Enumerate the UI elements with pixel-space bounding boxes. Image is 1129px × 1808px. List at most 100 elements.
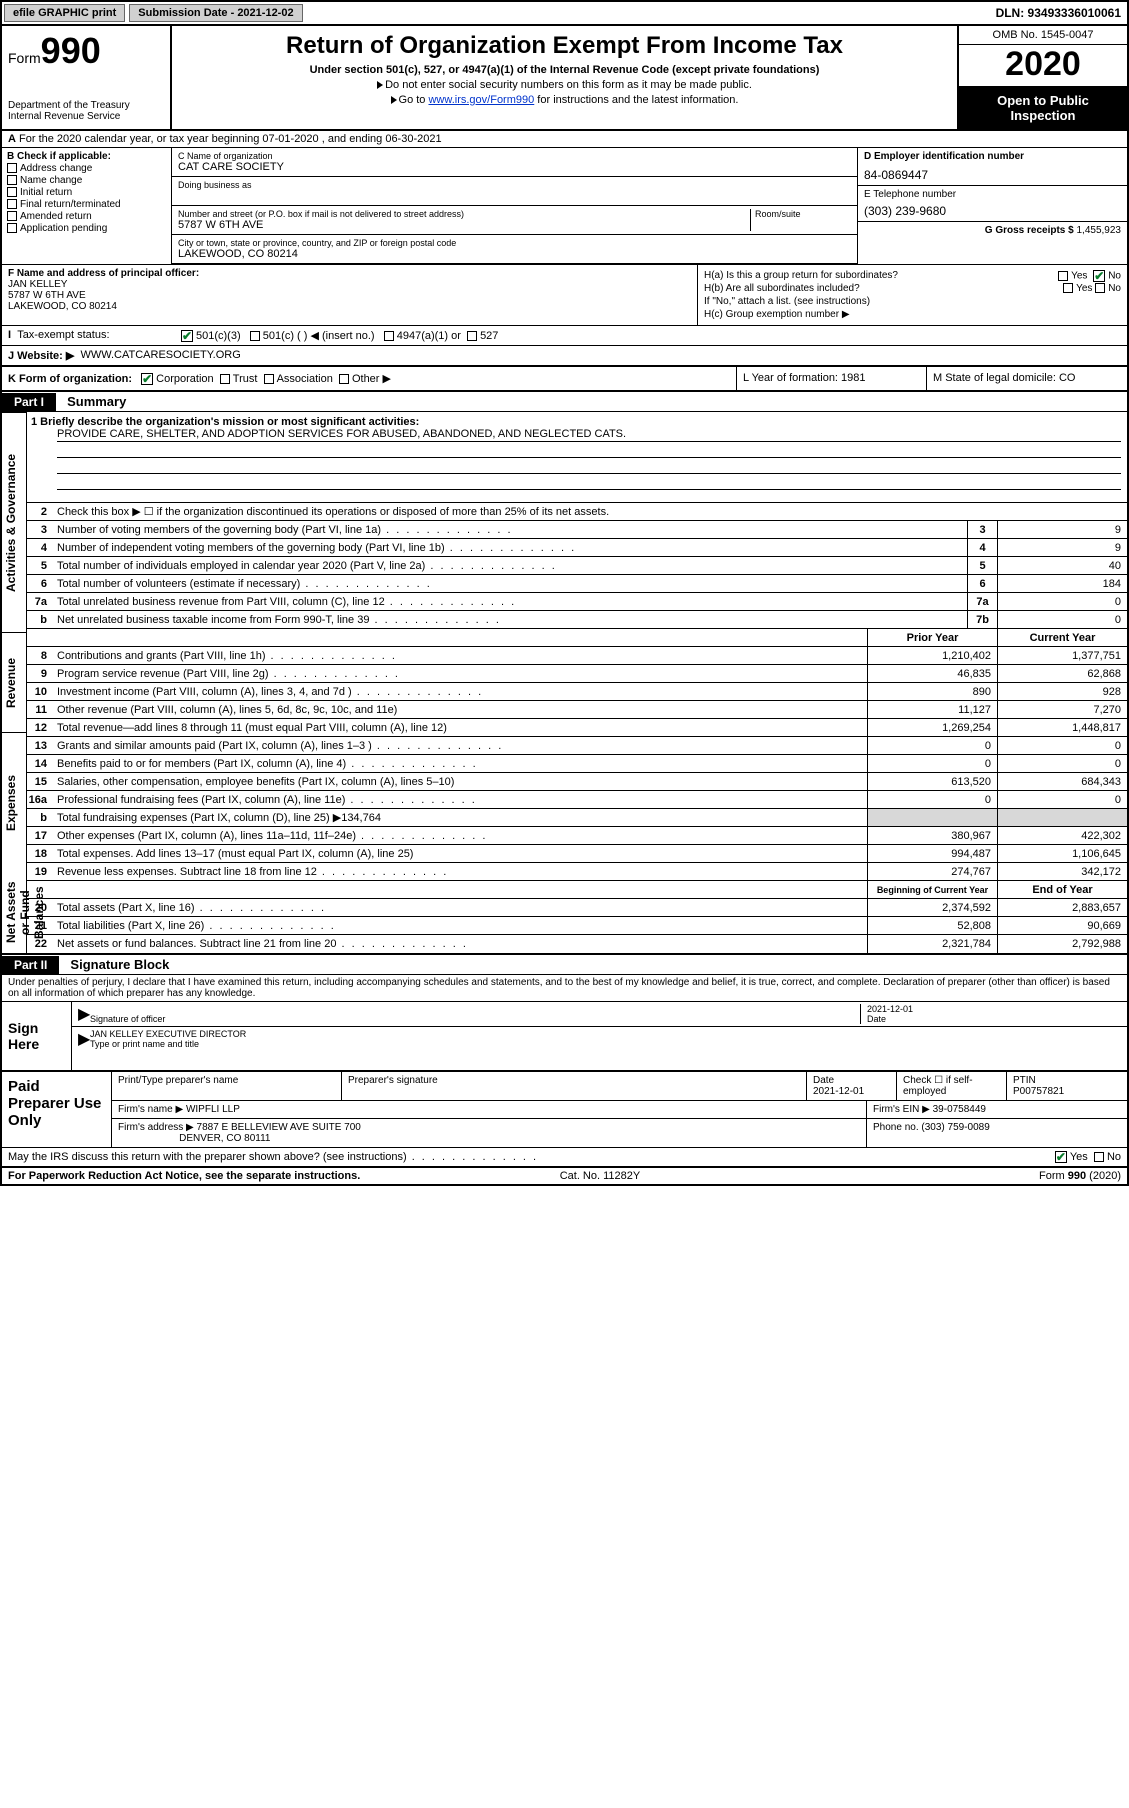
501c-label: 501(c) ( ) ◀ (insert no.)	[263, 330, 375, 342]
checkbox-checked-icon[interactable]	[141, 373, 153, 385]
officer-typed-name: JAN KELLEY EXECUTIVE DIRECTOR	[90, 1029, 246, 1039]
row-i-tax-status: I Tax-exempt status: 501(c)(3) 501(c) ( …	[2, 325, 1127, 346]
boy-hdr: Beginning of Current Year	[867, 881, 997, 898]
part-2-badge: Part II	[2, 956, 59, 974]
assoc-label: Association	[277, 373, 333, 385]
discuss-text: May the IRS discuss this return with the…	[8, 1151, 538, 1163]
ha-text: H(a) Is this a group return for subordin…	[704, 270, 898, 281]
checkbox-icon[interactable]	[1063, 283, 1073, 293]
checkbox-icon[interactable]	[7, 175, 17, 185]
line-14: 14Benefits paid to or for members (Part …	[27, 755, 1127, 773]
l8-current: 1,377,751	[997, 647, 1127, 664]
chk-amended: Amended return	[7, 211, 166, 222]
checkbox-icon[interactable]	[1095, 283, 1105, 293]
checkbox-icon[interactable]	[7, 163, 17, 173]
prep-date-val: 2021-12-01	[813, 1086, 864, 1097]
vertical-tabs: Activities & Governance Revenue Expenses…	[2, 412, 27, 953]
chk-label: Final return/terminated	[20, 199, 121, 210]
other-label: Other ▶	[352, 373, 391, 385]
form-number: Form990	[8, 30, 164, 72]
arrow-icon: ▶	[78, 1029, 90, 1049]
checkbox-icon[interactable]	[220, 374, 230, 384]
no-label: No	[1108, 283, 1121, 294]
efile-print-button[interactable]: efile GRAPHIC print	[4, 4, 125, 22]
checkbox-icon[interactable]	[7, 211, 17, 221]
firm-label: Firm's name ▶	[118, 1104, 183, 1115]
checkbox-checked-icon[interactable]	[181, 330, 193, 342]
l19-current: 342,172	[997, 863, 1127, 880]
chk-name-change: Name change	[7, 175, 166, 186]
line-4: 4Number of independent voting members of…	[27, 539, 1127, 557]
checkbox-icon[interactable]	[264, 374, 274, 384]
checkbox-icon[interactable]	[1058, 271, 1068, 281]
l11-prior: 11,127	[867, 701, 997, 718]
yes-label: Yes	[1071, 271, 1087, 282]
l4-box: 4	[967, 539, 997, 556]
cell-e-phone: E Telephone number (303) 239-9680	[858, 186, 1127, 222]
open-public-badge: Open to Public Inspection	[959, 87, 1127, 129]
l3-text: Number of voting members of the governin…	[53, 522, 967, 538]
firm-addr1: 7887 E BELLEVIEW AVE SUITE 700	[197, 1122, 361, 1133]
form-ref: Form 990 (2020)	[1039, 1170, 1121, 1182]
l16b-text: Total fundraising expenses (Part IX, col…	[53, 809, 867, 826]
chk-final-return: Final return/terminated	[7, 199, 166, 210]
checkbox-icon[interactable]	[467, 331, 477, 341]
row-j-website: J Website: ▶ WWW.CATCARESOCIETY.ORG	[2, 346, 1127, 367]
vtab-expenses: Expenses	[2, 732, 26, 872]
yes-label: Yes	[1070, 1151, 1088, 1163]
l18-prior: 994,487	[867, 845, 997, 862]
form-title: Return of Organization Exempt From Incom…	[180, 32, 949, 60]
signature-block: Under penalties of perjury, I declare th…	[2, 975, 1127, 1072]
l8-text: Contributions and grants (Part VIII, lin…	[53, 648, 867, 664]
checkbox-icon[interactable]	[7, 187, 17, 197]
l12-text: Total revenue—add lines 8 through 11 (mu…	[53, 720, 867, 736]
form-header: Form990 Department of the Treasury Inter…	[2, 26, 1127, 131]
checkbox-icon[interactable]	[7, 199, 17, 209]
room-label: Room/suite	[755, 209, 851, 219]
submission-date-button[interactable]: Submission Date - 2021-12-02	[129, 4, 302, 22]
row-a-tax-year: A For the 2020 calendar year, or tax yea…	[2, 131, 1127, 148]
summary-body: Activities & Governance Revenue Expenses…	[2, 412, 1127, 955]
l14-text: Benefits paid to or for members (Part IX…	[53, 756, 867, 772]
l9-text: Program service revenue (Part VIII, line…	[53, 666, 867, 682]
checkbox-icon[interactable]	[1094, 1152, 1104, 1162]
phone-value: (303) 239-9680	[864, 204, 1121, 218]
gross-receipts: 1,455,923	[1077, 225, 1122, 236]
checkbox-checked-icon[interactable]	[1093, 270, 1105, 282]
paid-row-2: Firm's name ▶ WIPFLI LLP Firm's EIN ▶ 39…	[112, 1101, 1127, 1119]
checkbox-icon[interactable]	[339, 374, 349, 384]
checkbox-checked-icon[interactable]	[1055, 1151, 1067, 1163]
h-b-note: If "No," attach a list. (see instruction…	[704, 296, 1121, 307]
officer-name: JAN KELLEY	[8, 279, 67, 290]
triangle-icon	[391, 96, 397, 104]
perjury-statement: Under penalties of perjury, I declare th…	[2, 975, 1127, 1002]
l9-prior: 46,835	[867, 665, 997, 682]
col-b-checkboxes: B Check if applicable: Address change Na…	[2, 148, 172, 264]
l20-text: Total assets (Part X, line 16)	[53, 900, 867, 916]
form-label: Form	[8, 50, 41, 66]
form990-link[interactable]: www.irs.gov/Form990	[428, 94, 534, 106]
paid-row-1: Print/Type preparer's name Preparer's si…	[112, 1072, 1127, 1101]
mission-label: 1 Briefly describe the organization's mi…	[31, 416, 1121, 428]
l4-text: Number of independent voting members of …	[53, 540, 967, 556]
h-a-line: H(a) Is this a group return for subordin…	[704, 270, 1121, 281]
527-label: 527	[480, 330, 498, 342]
triangle-icon	[377, 81, 383, 89]
l21-text: Total liabilities (Part X, line 26)	[53, 918, 867, 934]
city-state-zip: LAKEWOOD, CO 80214	[178, 248, 851, 260]
part-1-title: Summary	[59, 392, 134, 411]
checkbox-icon[interactable]	[7, 223, 17, 233]
line-3: 3Number of voting members of the governi…	[27, 521, 1127, 539]
typed-name-line: ▶ JAN KELLEY EXECUTIVE DIRECTORType or p…	[72, 1027, 1127, 1051]
cell-dba: Doing business as	[172, 177, 857, 206]
checkbox-icon[interactable]	[384, 331, 394, 341]
pra-notice: For Paperwork Reduction Act Notice, see …	[8, 1170, 360, 1182]
checkbox-icon[interactable]	[250, 331, 260, 341]
l14-prior: 0	[867, 755, 997, 772]
sign-right: ▶ Signature of officer 2021-12-01Date ▶ …	[72, 1002, 1127, 1070]
l2-text: Check this box ▶ ☐ if the organization d…	[53, 503, 1127, 520]
l3-box: 3	[967, 521, 997, 538]
l16b-current-shade	[997, 809, 1127, 826]
l5-text: Total number of individuals employed in …	[53, 558, 967, 574]
l12-current: 1,448,817	[997, 719, 1127, 736]
